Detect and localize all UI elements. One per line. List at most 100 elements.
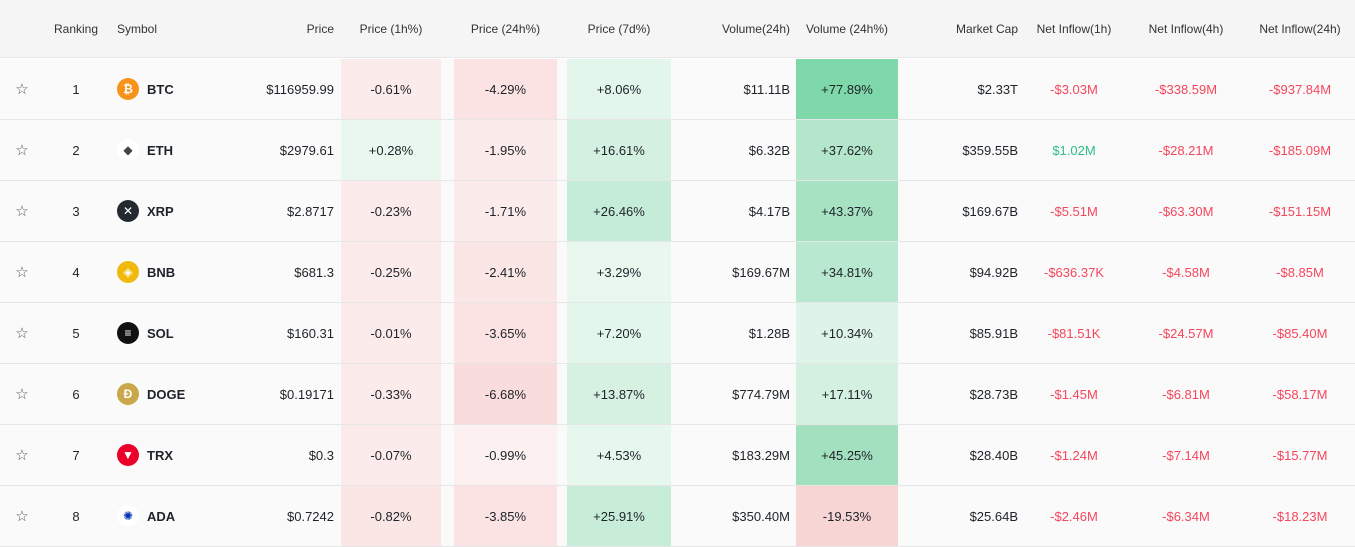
xrp-icon: ✕ [117, 200, 139, 222]
rank-value: 2 [72, 142, 80, 158]
market-cap-value: $85.91B [969, 325, 1018, 341]
price-1h-change: -0.82% [341, 486, 441, 546]
header-price-24h[interactable]: Price (24h%) [470, 21, 541, 36]
cardano-icon: ✺ [117, 505, 139, 527]
price-1h-change: -0.07% [341, 425, 441, 485]
volume-24h-change: -19.53% [796, 486, 898, 546]
price-7d-change: +4.53% [567, 425, 671, 485]
price-7d-change: +7.20% [567, 303, 671, 363]
price-value: $0.19171 [279, 386, 334, 402]
price-1h-change: -0.23% [341, 181, 441, 241]
volume-24h-value: $350.40M [732, 508, 790, 524]
table-row[interactable]: ☆ 2 ◆ ETH $2979.61 +0.28% -1.95% +16.61% $6.32B +… [0, 120, 1355, 181]
market-cap-value: $28.40B [969, 447, 1018, 463]
volume-24h-value: $183.29M [732, 447, 790, 463]
price-24h-change: -3.65% [454, 303, 557, 363]
header-symbol[interactable]: Symbol [117, 21, 158, 36]
price-24h-change: -3.85% [454, 486, 557, 546]
symbol-label: SOL [147, 325, 174, 341]
table-row[interactable]: ☆ 1 ₿ BTC $116959.99 -0.61% -4.29% +8.06% $11.11… [0, 59, 1355, 120]
price-1h-change: -0.33% [341, 364, 441, 424]
tron-icon: ▼ [117, 444, 139, 466]
table-row[interactable]: ☆ 3 ✕ XRP $2.8717 -0.23% -1.71% +26.46% $4.17B +4… [0, 181, 1355, 242]
market-cap-value: $25.64B [969, 508, 1018, 524]
symbol-cell[interactable]: Ð DOGE [117, 364, 237, 424]
table-row[interactable]: ☆ 4 ◈ BNB $681.3 -0.25% -2.41% +3.29% $169.67M +3… [0, 242, 1355, 303]
net-inflow-4h-value: -$4.58M [1162, 264, 1210, 280]
net-inflow-4h-value: -$7.14M [1162, 447, 1210, 463]
table-row[interactable]: ☆ 7 ▼ TRX $0.3 -0.07% -0.99% +4.53% $183.29M +45.… [0, 425, 1355, 486]
symbol-cell[interactable]: ✺ ADA [117, 486, 237, 546]
net-inflow-24h-value: -$15.77M [1272, 447, 1328, 463]
volume-24h-value: $6.32B [748, 142, 790, 158]
favorite-star-icon[interactable]: ☆ [15, 264, 29, 281]
volume-24h-value: $774.79M [732, 386, 790, 402]
volume-24h-change: +10.34% [796, 303, 898, 363]
favorite-star-icon[interactable]: ☆ [15, 203, 29, 220]
net-inflow-1h-value: -$81.51K [1047, 325, 1101, 341]
volume-24h-value: $4.17B [748, 203, 790, 219]
favorite-star-icon[interactable]: ☆ [15, 142, 29, 159]
favorite-star-icon[interactable]: ☆ [15, 508, 29, 525]
price-value: $0.3 [308, 447, 334, 463]
net-inflow-24h-value: -$18.23M [1272, 508, 1328, 524]
header-price-1h[interactable]: Price (1h%) [359, 21, 423, 36]
symbol-label: BTC [147, 81, 174, 97]
price-7d-change: +3.29% [567, 242, 671, 302]
symbol-cell[interactable]: ◆ ETH [117, 120, 237, 180]
symbol-label: DOGE [147, 386, 186, 402]
header-price-7d[interactable]: Price (7d%) [587, 21, 651, 36]
price-24h-change: -0.99% [454, 425, 557, 485]
net-inflow-4h-value: -$6.34M [1162, 508, 1210, 524]
header-net-inflow-1h[interactable]: Net Inflow(1h) [1036, 21, 1112, 36]
volume-24h-value: $1.28B [748, 325, 790, 341]
net-inflow-1h-value: -$3.03M [1050, 81, 1098, 97]
symbol-cell[interactable]: ◈ BNB [117, 242, 237, 302]
symbol-cell[interactable]: ≡ SOL [117, 303, 237, 363]
net-inflow-24h-value: -$937.84M [1268, 81, 1332, 97]
net-inflow-24h-value: -$85.40M [1272, 325, 1328, 341]
favorite-star-icon[interactable]: ☆ [15, 325, 29, 342]
favorite-star-icon[interactable]: ☆ [15, 386, 29, 403]
table-row[interactable]: ☆ 6 Ð DOGE $0.19171 -0.33% -6.68% +13.87% $774.7… [0, 364, 1355, 425]
price-7d-change: +16.61% [567, 120, 671, 180]
price-1h-change: +0.28% [341, 120, 441, 180]
net-inflow-4h-value: -$63.30M [1158, 203, 1214, 219]
favorite-star-icon[interactable]: ☆ [15, 447, 29, 464]
price-7d-change: +13.87% [567, 364, 671, 424]
favorite-star-icon[interactable]: ☆ [15, 81, 29, 98]
price-value: $160.31 [287, 325, 334, 341]
table-row[interactable]: ☆ 8 ✺ ADA $0.7242 -0.82% -3.85% +25.91% $350.40M… [0, 486, 1355, 547]
rank-value: 1 [72, 81, 80, 97]
table-row[interactable]: ☆ 5 ≡ SOL $160.31 -0.01% -3.65% +7.20% $1.28B +10… [0, 303, 1355, 364]
net-inflow-1h-value: $1.02M [1052, 142, 1096, 158]
header-net-inflow-24h[interactable]: Net Inflow(24h) [1259, 21, 1341, 36]
header-price[interactable]: Price [306, 21, 334, 36]
net-inflow-4h-value: -$338.59M [1154, 81, 1218, 97]
price-7d-change: +26.46% [567, 181, 671, 241]
header-ranking[interactable]: Ranking [53, 21, 99, 36]
header-volume-24h-pct[interactable]: Volume (24h%) [805, 21, 889, 36]
net-inflow-24h-value: -$151.15M [1268, 203, 1332, 219]
volume-24h-value: $169.67M [732, 264, 790, 280]
price-7d-change: +8.06% [567, 59, 671, 119]
volume-24h-change: +37.62% [796, 120, 898, 180]
symbol-label: ETH [147, 142, 173, 158]
header-net-inflow-4h[interactable]: Net Inflow(4h) [1148, 21, 1224, 36]
price-1h-change: -0.01% [341, 303, 441, 363]
net-inflow-24h-value: -$58.17M [1272, 386, 1328, 402]
net-inflow-24h-value: -$185.09M [1268, 142, 1332, 158]
price-value: $2979.61 [279, 142, 334, 158]
header-volume-24h[interactable]: Volume(24h) [721, 21, 790, 36]
symbol-cell[interactable]: ₿ BTC [117, 59, 237, 119]
net-inflow-1h-value: -$1.24M [1050, 447, 1098, 463]
header-market-cap[interactable]: Market Cap [955, 21, 1018, 36]
symbol-cell[interactable]: ✕ XRP [117, 181, 237, 241]
ethereum-icon: ◆ [117, 139, 139, 161]
symbol-cell[interactable]: ▼ TRX [117, 425, 237, 485]
rank-value: 4 [72, 264, 80, 280]
net-inflow-1h-value: -$636.37K [1044, 264, 1104, 280]
price-value: $0.7242 [287, 508, 334, 524]
volume-24h-change: +43.37% [796, 181, 898, 241]
